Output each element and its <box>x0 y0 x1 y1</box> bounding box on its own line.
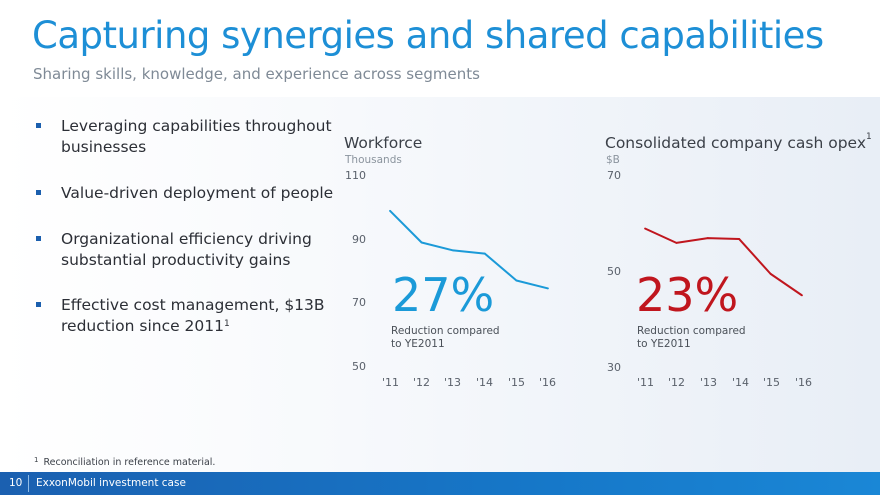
footer-title: ExxonMobil investment case <box>36 477 186 489</box>
opex-y-tick: 50 <box>607 265 621 278</box>
bullet-item: Organizational efficiency driving substa… <box>36 229 336 271</box>
bullet-item: Leveraging capabilities throughout busin… <box>36 116 336 158</box>
workforce-x-tick: '11 <box>382 376 400 389</box>
bullet-item: Value-driven deployment of people <box>36 183 336 204</box>
workforce-y-tick: 70 <box>352 296 366 309</box>
opex-chart-title: Consolidated company cash opex1 <box>605 132 872 152</box>
workforce-data-point <box>452 249 455 252</box>
workforce-reduction-percent: 27% <box>392 268 495 322</box>
opex-reduction-percent: 23% <box>636 268 739 322</box>
workforce-x-tick: '15 <box>508 376 526 389</box>
content-background <box>0 97 880 472</box>
workforce-y-tick: 90 <box>352 233 366 246</box>
opex-y-tick: 70 <box>607 169 621 182</box>
footer-bar: 10 ExxonMobil investment case <box>0 472 880 495</box>
workforce-y-tick: 50 <box>352 360 366 373</box>
workforce-chart-title: Workforce <box>344 134 423 152</box>
workforce-reduction-caption: Reduction compared to YE2011 <box>391 325 500 350</box>
workforce-data-point <box>389 209 391 212</box>
opex-data-point <box>738 238 741 240</box>
opex-x-tick: '13 <box>700 376 718 389</box>
workforce-data-point <box>483 252 486 255</box>
workforce-data-point <box>515 279 518 282</box>
footer-divider <box>28 475 29 492</box>
bullet-list: Leveraging capabilities throughout busin… <box>36 116 336 337</box>
opex-data-point <box>801 294 803 297</box>
opex-data-point <box>675 241 678 244</box>
opex-x-tick: '15 <box>763 376 781 389</box>
workforce-series-line <box>389 210 549 290</box>
workforce-data-point <box>420 241 423 244</box>
opex-x-tick: '11 <box>637 376 655 389</box>
opex-reduction-caption: Reduction compared to YE2011 <box>637 325 746 350</box>
workforce-x-tick: '13 <box>444 376 462 389</box>
opex-chart-unit: $B <box>606 154 620 166</box>
opex-data-point <box>706 237 709 239</box>
workforce-x-tick: '12 <box>413 376 431 389</box>
opex-data-point <box>769 272 772 275</box>
opex-x-tick: '12 <box>668 376 686 389</box>
slide-subtitle: Sharing skills, knowledge, and experienc… <box>33 65 480 83</box>
workforce-data-point <box>547 287 549 290</box>
opex-x-tick: '16 <box>795 376 813 389</box>
footnote: 1 Reconciliation in reference material. <box>34 456 216 468</box>
opex-y-tick: 30 <box>607 361 621 374</box>
page-number: 10 <box>9 477 23 489</box>
workforce-y-tick: 110 <box>345 169 366 182</box>
opex-data-point <box>644 227 646 230</box>
workforce-chart-unit: Thousands <box>345 154 402 166</box>
workforce-x-tick: '14 <box>476 376 494 389</box>
bullet-item: Effective cost management, $13B reductio… <box>36 295 336 337</box>
footnote-mark: 1 <box>224 319 230 329</box>
slide-title: Capturing synergies and shared capabilit… <box>32 14 824 57</box>
opex-series-line <box>644 227 803 297</box>
opex-x-tick: '14 <box>732 376 750 389</box>
workforce-x-tick: '16 <box>539 376 557 389</box>
